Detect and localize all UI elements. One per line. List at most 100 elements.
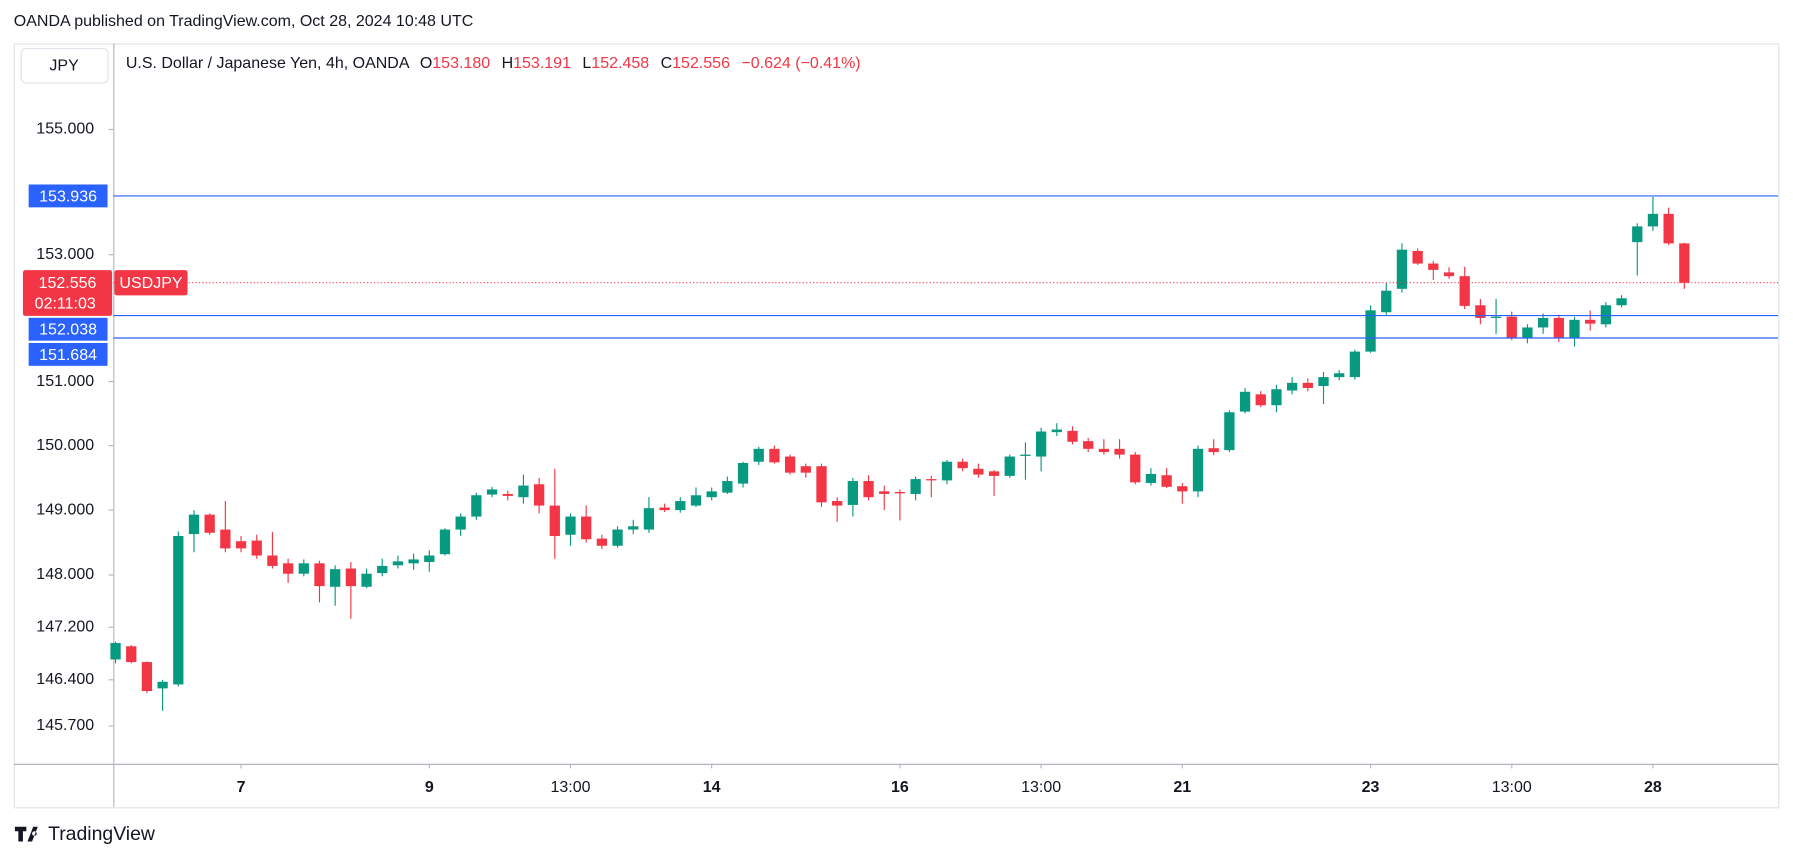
candle-body — [988, 471, 1000, 476]
candle-body — [1569, 319, 1580, 339]
candle-body — [157, 681, 168, 689]
candle-body — [1161, 475, 1172, 487]
candle-body — [424, 555, 435, 563]
candle-body — [1585, 319, 1596, 324]
candle-body — [847, 481, 859, 505]
candle-body — [910, 479, 921, 494]
candle-body — [1428, 263, 1439, 270]
candle-body — [1208, 448, 1219, 453]
candle-body — [1114, 448, 1125, 455]
candle-body — [643, 508, 655, 530]
candle-body — [408, 559, 419, 564]
candle-body — [220, 529, 231, 549]
candle-body — [1067, 430, 1078, 442]
candle-body — [345, 568, 357, 587]
candle-body — [173, 536, 184, 685]
candle-body — [816, 466, 827, 503]
candle-body — [361, 573, 372, 587]
x-tick-label: 7 — [237, 779, 246, 796]
candle-body — [1239, 391, 1251, 412]
legend-title: U.S. Dollar / Japanese Yen, 4h, OANDA — [126, 55, 410, 72]
candle-body — [1381, 290, 1392, 313]
y-tick-label: 148.000 — [36, 566, 94, 583]
legend-key: O — [420, 55, 432, 72]
candle-body — [1647, 213, 1659, 227]
candle-body — [518, 485, 529, 498]
candle-body — [471, 495, 482, 517]
candle-body — [377, 565, 388, 574]
candle-body — [439, 529, 451, 555]
candle-body — [1004, 456, 1015, 476]
y-tick-label: 155.000 — [36, 121, 94, 138]
candle-body — [957, 461, 968, 469]
candle-body — [1663, 213, 1674, 244]
candle-body — [1349, 351, 1361, 378]
x-tick-label: 13:00 — [1021, 779, 1061, 796]
candle-body — [941, 461, 953, 481]
candle-body — [1083, 441, 1094, 449]
candle-body — [1632, 226, 1643, 243]
candle-body — [832, 501, 843, 506]
published-line: OANDA published on TradingView.com, Oct … — [14, 13, 474, 30]
legend-key: L — [582, 55, 591, 72]
candle-body — [1020, 454, 1031, 456]
candle-body — [769, 448, 780, 463]
candle-body — [1537, 317, 1549, 328]
currency-button[interactable] — [20, 48, 109, 84]
candle-body — [1506, 316, 1517, 339]
x-tick-label: 21 — [1173, 779, 1191, 796]
legend-change: −0.624 (−0.41%) — [741, 55, 860, 72]
level-label: 151.684 — [39, 347, 97, 364]
candle-body — [330, 569, 341, 587]
candle-body — [659, 507, 670, 511]
candle-body — [879, 491, 890, 494]
candle-body — [1271, 389, 1282, 406]
brand-name: TradingView — [48, 823, 156, 845]
candle-body — [502, 493, 513, 496]
candle-body — [1192, 448, 1204, 492]
y-tick-label: 147.200 — [36, 618, 94, 635]
legend: U.S. Dollar / Japanese Yen, 4h, OANDA O 15… — [126, 55, 861, 72]
countdown: 02:11:03 — [35, 296, 96, 313]
candle-body — [1224, 412, 1235, 451]
candle-body — [628, 526, 639, 530]
candle-body — [1443, 272, 1455, 277]
y-tick-label: 153.000 — [36, 246, 94, 263]
level-label-box — [28, 184, 108, 208]
candle-body — [722, 481, 733, 493]
level-label-box — [28, 317, 108, 341]
currency-label[interactable]: JPY — [49, 58, 79, 75]
y-tick-label: 145.700 — [36, 717, 94, 734]
candle-body — [110, 643, 121, 660]
candle-body — [863, 481, 874, 498]
candle-body — [706, 491, 717, 498]
candle-body — [204, 514, 215, 533]
legend-key: C — [661, 55, 673, 72]
candle-body — [612, 529, 623, 546]
candle-body — [737, 462, 749, 484]
candle-body — [1553, 317, 1564, 339]
y-tick-label: 150.000 — [36, 437, 94, 454]
candle-body — [1600, 305, 1612, 325]
candle-body — [1286, 382, 1298, 391]
candle-body — [1255, 394, 1266, 406]
candle-body — [251, 540, 262, 556]
y-tick-label: 151.000 — [36, 373, 94, 390]
candle-body — [690, 495, 702, 506]
candle-body — [1459, 276, 1470, 306]
candle-body — [1177, 486, 1188, 492]
candle-body — [1365, 310, 1376, 352]
level-label: 153.936 — [39, 188, 97, 205]
candle-body — [282, 563, 294, 574]
y-tick-label: 146.400 — [36, 671, 94, 688]
candle-body — [1679, 243, 1690, 283]
level-label-box — [28, 342, 108, 366]
legend-value: 152.556 — [672, 55, 730, 72]
candle-body — [784, 456, 796, 473]
legend-key: H — [502, 55, 514, 72]
candle-body — [894, 492, 906, 494]
candle-body — [1334, 373, 1345, 378]
last-price-label: 152.556 — [39, 275, 97, 292]
